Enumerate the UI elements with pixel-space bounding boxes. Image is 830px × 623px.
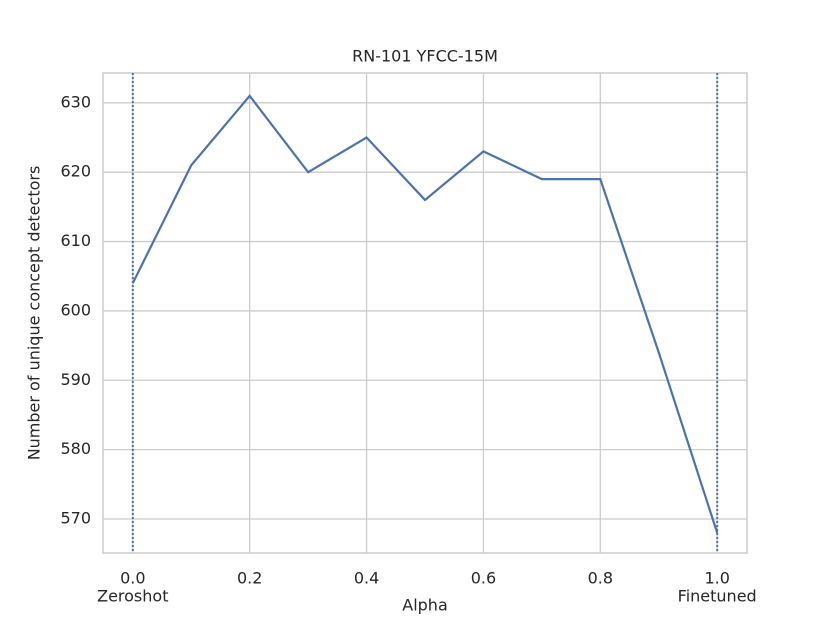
line-series bbox=[131, 94, 719, 534]
x-tick-label: 0.8 bbox=[588, 569, 613, 588]
y-tick-label: 630 bbox=[60, 92, 91, 111]
y-tick-label: 610 bbox=[60, 231, 91, 250]
y-tick-label: 570 bbox=[60, 509, 91, 528]
annotation-label: Finetuned bbox=[678, 587, 757, 606]
x-tick-label: 0.2 bbox=[237, 569, 262, 588]
y-tick-label: 600 bbox=[60, 300, 91, 319]
y-tick-label: 590 bbox=[60, 370, 91, 389]
x-tick-label: 0.4 bbox=[354, 569, 379, 588]
x-axis-label: Alpha bbox=[402, 596, 448, 615]
y-tick-label: 620 bbox=[60, 162, 91, 181]
y-tick-label: 580 bbox=[60, 439, 91, 458]
annotation-label: Zeroshot bbox=[97, 587, 168, 606]
y-axis-label: Number of unique concept detectors bbox=[25, 166, 44, 461]
plot-frame bbox=[102, 72, 748, 554]
chart-title: RN-101 YFCC-15M bbox=[352, 47, 498, 66]
x-tick-label: 0.0 bbox=[120, 569, 145, 588]
x-tick-label: 0.6 bbox=[471, 569, 496, 588]
x-tick-label: 1.0 bbox=[704, 569, 729, 588]
